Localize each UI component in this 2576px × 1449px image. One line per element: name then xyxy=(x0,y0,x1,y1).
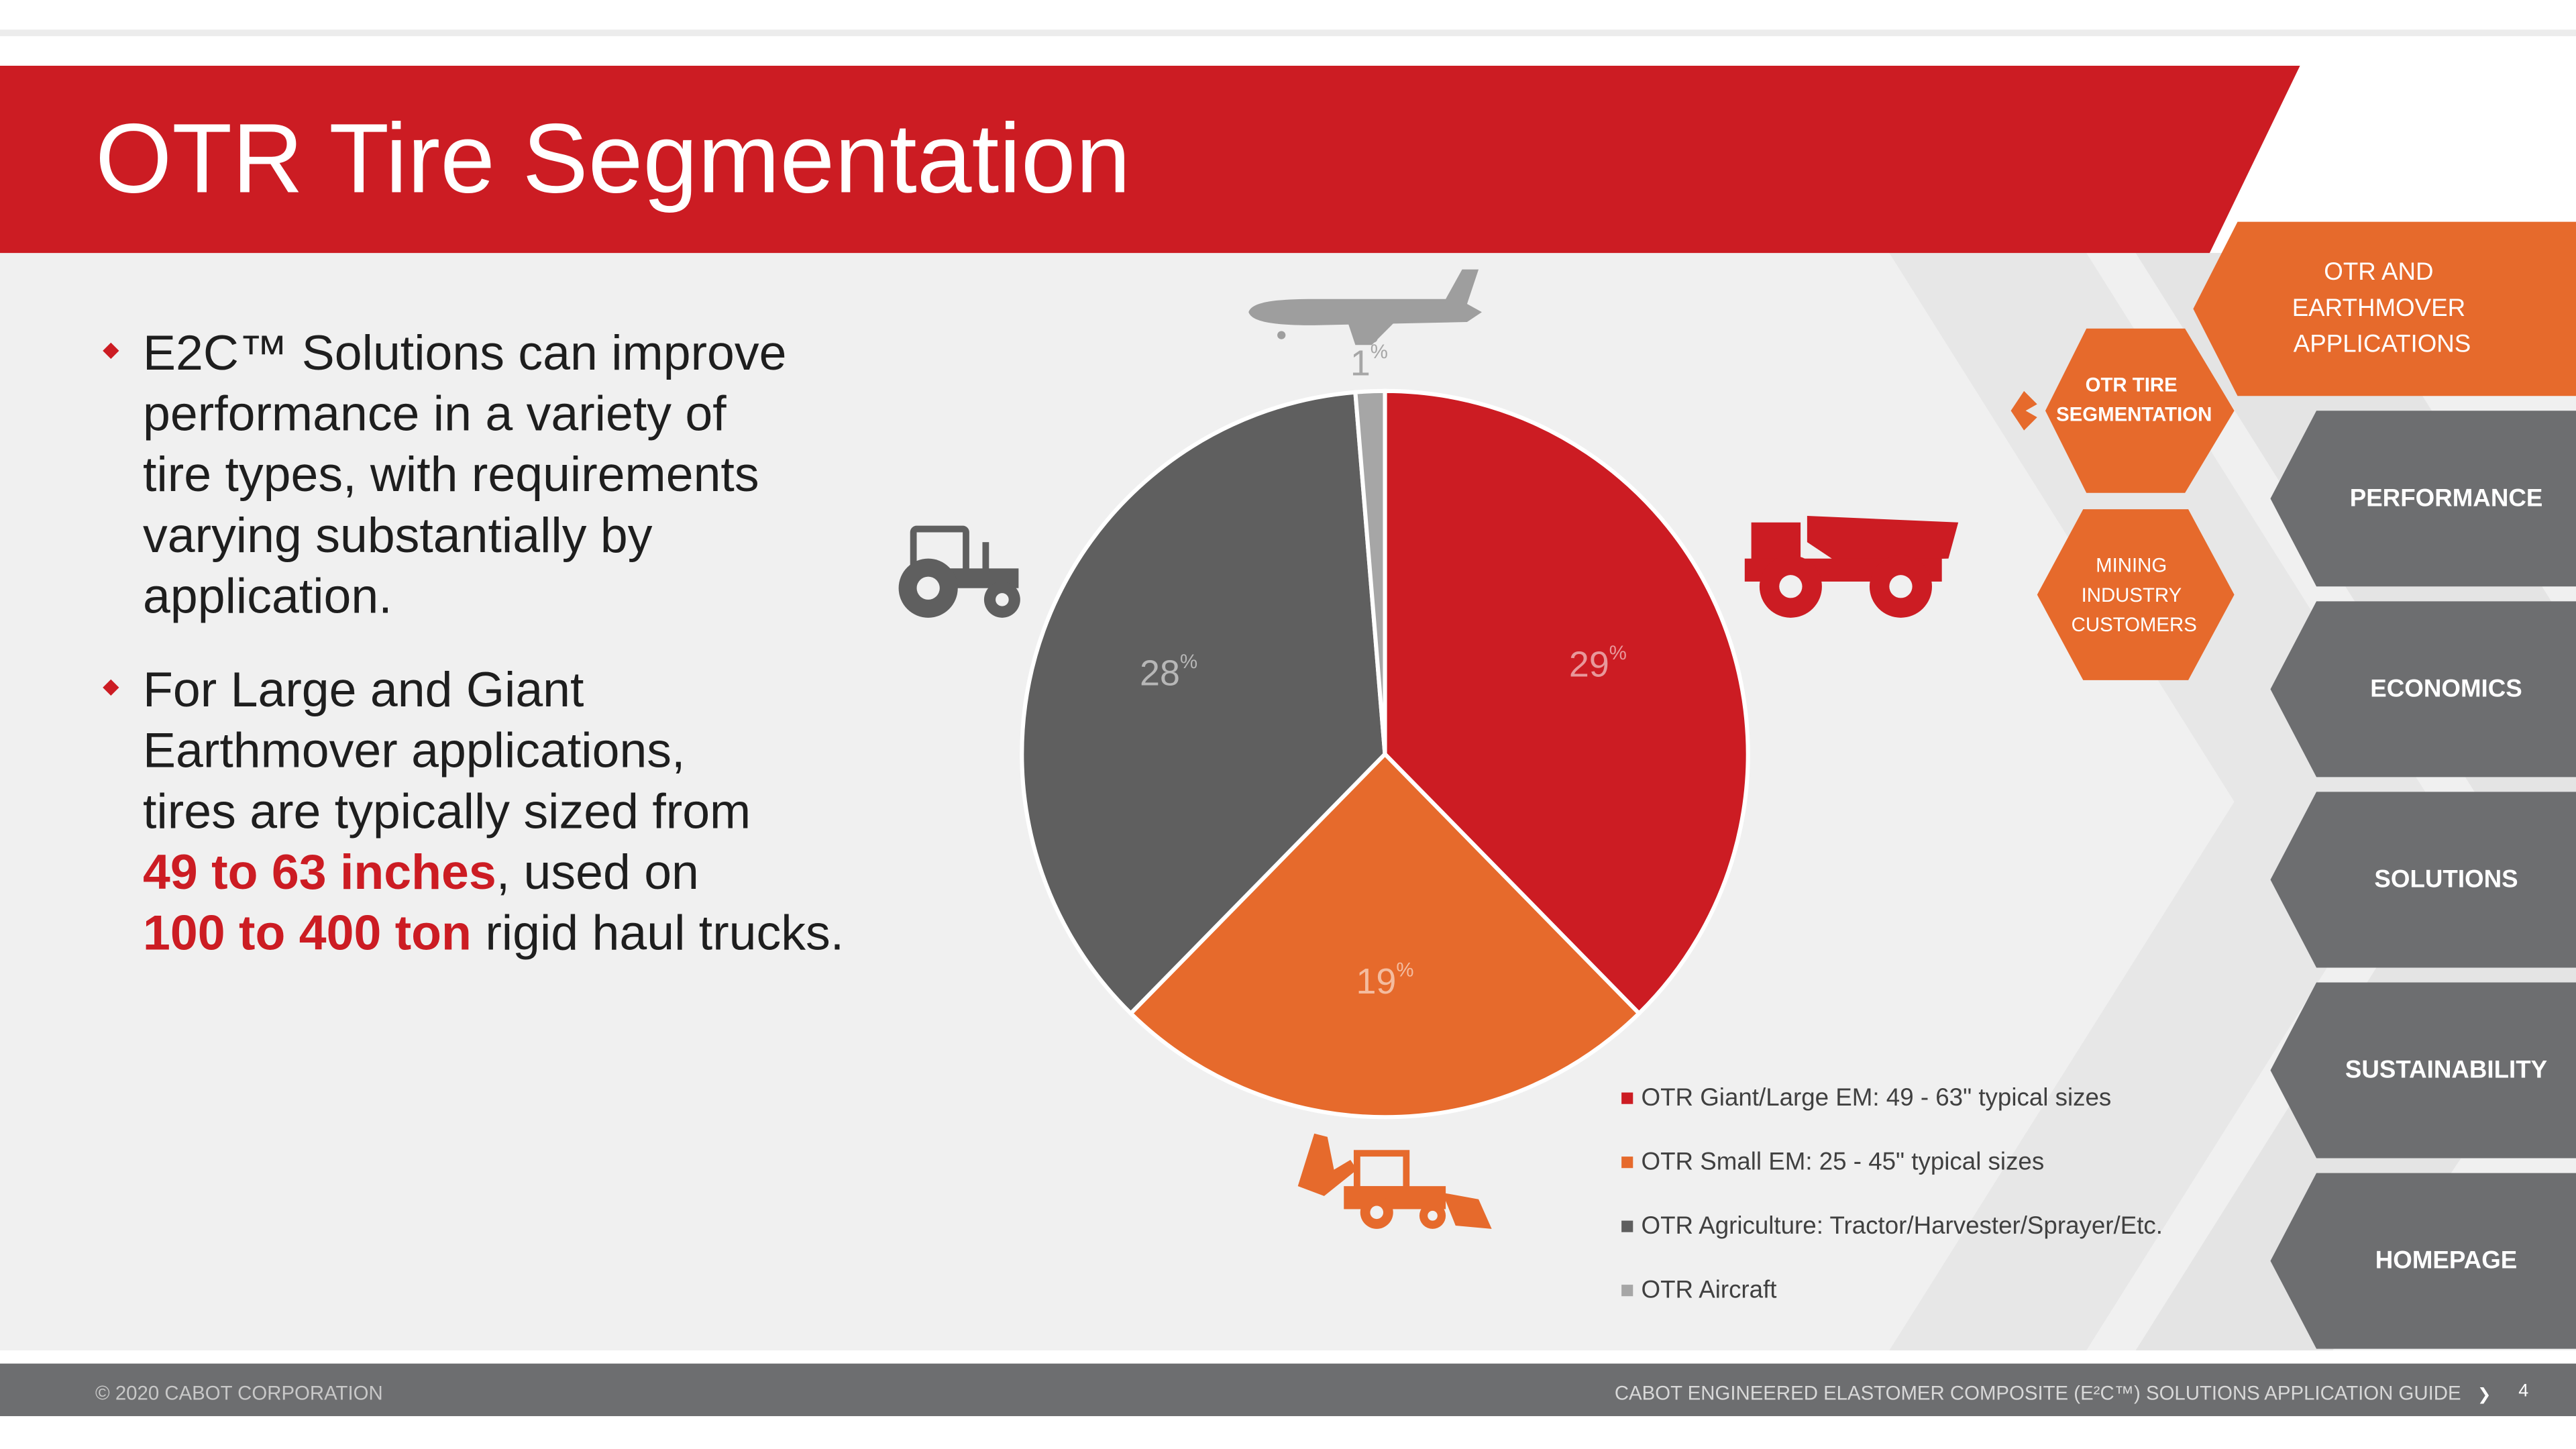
bullet-line: 100 to 400 ton rigid haul trucks. xyxy=(143,905,844,961)
legend-swatch xyxy=(1621,1285,1633,1297)
legend-label: OTR Agriculture: Tractor/Harvester/Spray… xyxy=(1642,1212,2163,1239)
bullet-line: 49 to 63 inches, used on xyxy=(143,844,699,900)
bullet-line: varying substantially by xyxy=(143,507,653,563)
bullet-text: Earthmover applications, xyxy=(143,722,685,778)
bullet-text: For Large and Giant xyxy=(143,661,584,717)
nav-button[interactable] xyxy=(2270,411,2576,587)
pie-slice xyxy=(1128,751,1642,1120)
haul-truck-icon xyxy=(1744,515,1959,618)
slice-label: 28% xyxy=(1140,651,1197,694)
tractor-icon xyxy=(898,525,1020,618)
slice-unit: % xyxy=(1396,959,1413,981)
slice-value: 29 xyxy=(1569,645,1609,685)
nav-button-label[interactable]: ECONOMICS xyxy=(2370,674,2522,702)
guide-title: CABOT ENGINEERED ELASTOMER COMPOSITE (E²… xyxy=(1615,1383,2461,1405)
bullet-line: application. xyxy=(143,568,392,623)
nav-button[interactable] xyxy=(2270,982,2576,1159)
bullet-text: tire types, with requirements xyxy=(143,446,759,502)
slice-unit: % xyxy=(1609,642,1627,664)
highlight-text: 100 to 400 ton xyxy=(143,905,472,961)
legend-label: OTR Giant/Large EM: 49 - 63" typical siz… xyxy=(1642,1083,2112,1111)
slice-unit: % xyxy=(1371,341,1388,363)
header-band xyxy=(0,65,2300,254)
bullet-text: application. xyxy=(143,568,392,623)
nav-sibling-label[interactable]: MINING INDUSTRY CUSTOMERS xyxy=(2072,555,2197,636)
page-number: 4 xyxy=(2518,1381,2528,1401)
plane-icon xyxy=(1248,269,1482,345)
highlight-text: 49 to 63 inches xyxy=(143,844,496,900)
bullet-line: performance in a variety of xyxy=(143,386,727,441)
bullet-text: tires are typically sized from xyxy=(143,783,751,839)
nav-button-label[interactable]: PERFORMANCE xyxy=(2350,484,2543,511)
nav-parent[interactable] xyxy=(2193,221,2576,396)
slice-label: 29% xyxy=(1569,642,1627,685)
bullet-line: For Large and Giant xyxy=(143,661,584,717)
slice-value: 28 xyxy=(1140,653,1180,694)
bullet-text: varying substantially by xyxy=(143,507,653,563)
nav-current-label[interactable]: OTR TIRE SEGMENTATION xyxy=(2056,374,2212,425)
slide-title: OTR Tire Segmentation xyxy=(95,104,1130,214)
bullet-text: rigid haul trucks. xyxy=(472,905,844,961)
slice-value: 19 xyxy=(1356,961,1396,1002)
legend-label: OTR Aircraft xyxy=(1642,1276,1777,1303)
slice-label: 1% xyxy=(1350,341,1388,384)
bullet-line: E2C™ Solutions can improve xyxy=(143,325,786,380)
nav-parent-label[interactable]: OTR AND EARTHMOVER APPLICATIONS xyxy=(2292,258,2473,358)
nav-button[interactable] xyxy=(2270,1173,2576,1349)
bullet-line: tires are typically sized from xyxy=(143,783,751,839)
slice-value: 1 xyxy=(1350,343,1371,384)
pie-slice xyxy=(1353,388,1387,755)
next-arrow[interactable]: ❯ xyxy=(2477,1386,2491,1404)
nav-sibling[interactable] xyxy=(2037,509,2235,680)
nav-button-label[interactable]: SOLUTIONS xyxy=(2374,865,2518,892)
bullet-text: E2C™ Solutions can improve xyxy=(143,325,786,380)
bullet-line: tire types, with requirements xyxy=(143,446,759,502)
nav-current[interactable] xyxy=(2045,328,2235,493)
legend-swatch xyxy=(1621,1220,1633,1232)
top-strip xyxy=(0,30,2576,36)
legend-label: OTR Small EM: 25 - 45" typical sizes xyxy=(1642,1148,2045,1175)
copyright: © 2020 CABOT CORPORATION xyxy=(95,1383,383,1405)
bullet-text: performance in a variety of xyxy=(143,386,727,441)
slice-unit: % xyxy=(1180,651,1197,673)
nav-current-chevron xyxy=(2010,390,2037,431)
backhoe-icon xyxy=(1297,1133,1492,1229)
bullet-text: , used on xyxy=(496,844,699,900)
slice-label: 19% xyxy=(1356,959,1413,1002)
nav-button-label[interactable]: HOMEPAGE xyxy=(2375,1246,2518,1274)
bullet-line: Earthmover applications, xyxy=(143,722,685,778)
nav-button-label[interactable]: SUSTAINABILITY xyxy=(2345,1056,2547,1083)
nav-button[interactable] xyxy=(2270,601,2576,777)
nav-button[interactable] xyxy=(2270,792,2576,968)
pie-slice xyxy=(1383,388,1750,1016)
legend-swatch xyxy=(1621,1157,1633,1169)
footer-band xyxy=(0,1363,2576,1417)
legend-swatch xyxy=(1621,1092,1633,1104)
pie-slice xyxy=(1020,390,1387,1016)
